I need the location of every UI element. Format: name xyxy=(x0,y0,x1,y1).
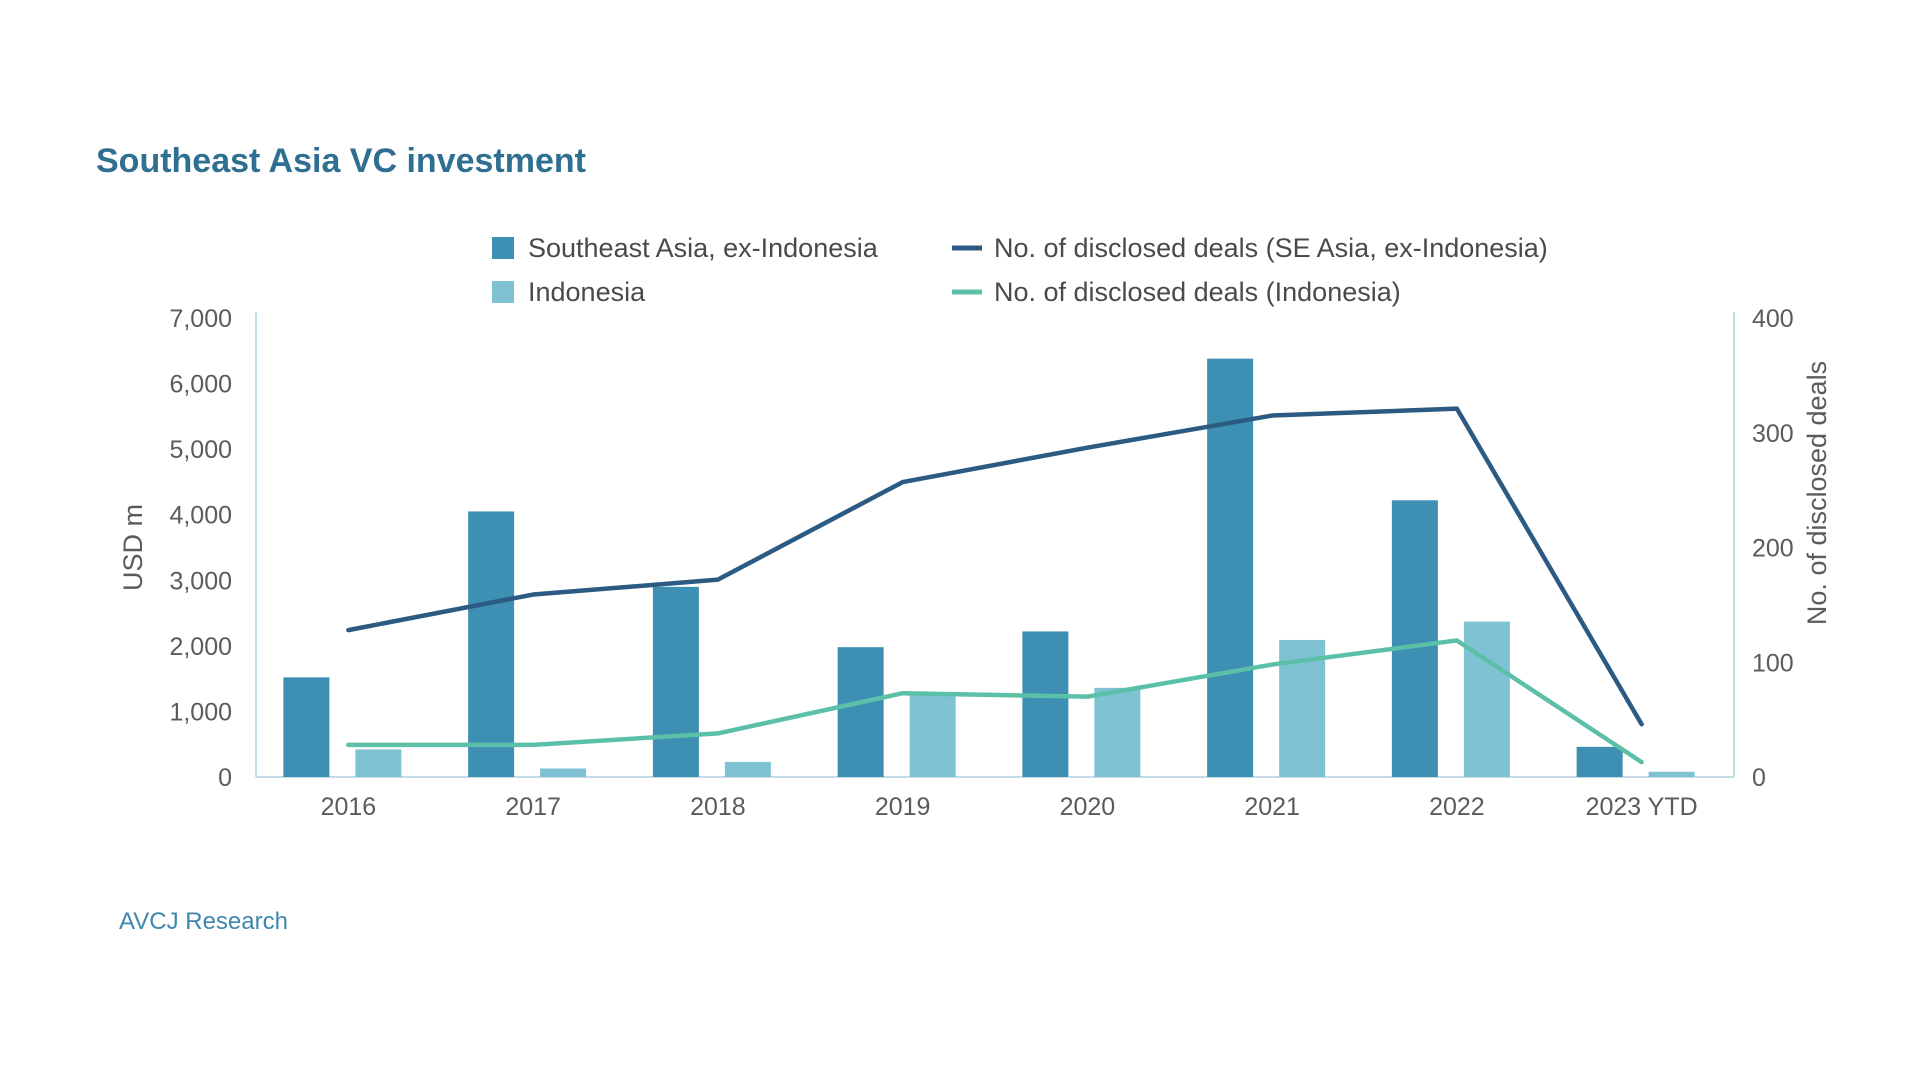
x-tick-label: 2019 xyxy=(875,793,931,821)
y-right-tick-label: 200 xyxy=(1752,535,1794,563)
bar xyxy=(1207,358,1254,777)
chart-title: Southeast Asia VC investment xyxy=(96,142,586,180)
bar xyxy=(540,768,587,777)
bar xyxy=(1094,687,1141,777)
bar xyxy=(724,761,771,777)
y-right-axis-label: No. of disclosed deals xyxy=(1802,361,1832,625)
x-tick-label: 2022 xyxy=(1429,793,1485,821)
legend: Southeast Asia, ex-Indonesia Indonesia No.… xyxy=(492,233,1548,307)
legend-label: Indonesia xyxy=(528,277,646,307)
legend-label: Southeast Asia, ex-Indonesia xyxy=(528,233,879,263)
series-line xyxy=(346,638,1644,765)
lines-layer xyxy=(346,406,1644,765)
bar xyxy=(355,749,402,777)
x-tick-label: 2018 xyxy=(690,793,746,821)
source-note: AVCJ Research xyxy=(119,908,288,935)
bar xyxy=(283,677,330,777)
y-left-tick-label: 7,000 xyxy=(169,305,232,333)
y-left-tick-label: 4,000 xyxy=(169,502,232,530)
y-left-tick-label: 2,000 xyxy=(169,633,232,661)
bars-layer xyxy=(283,358,1695,777)
y-left-tick-label: 0 xyxy=(218,764,232,792)
legend-label: No. of disclosed deals (Indonesia) xyxy=(994,277,1401,307)
legend-label: No. of disclosed deals (SE Asia, ex-Indo… xyxy=(994,233,1548,263)
y-right-tick-label: 400 xyxy=(1752,305,1794,333)
bar xyxy=(1648,771,1695,777)
bar xyxy=(468,511,515,777)
y-left-tick-label: 6,000 xyxy=(169,371,232,399)
x-tick-label: 2021 xyxy=(1244,793,1300,821)
y-right-tick-label: 300 xyxy=(1752,420,1794,448)
bar xyxy=(1391,500,1438,777)
x-tick-label: 2020 xyxy=(1060,793,1116,821)
legend-swatch xyxy=(492,281,514,303)
series-line xyxy=(346,406,1644,727)
x-tick-label: 2016 xyxy=(321,793,377,821)
y-left-tick-label: 1,000 xyxy=(169,698,232,726)
bar xyxy=(652,586,699,777)
y-left-tick-label: 5,000 xyxy=(169,436,232,464)
x-tick-label: 2017 xyxy=(505,793,561,821)
bar xyxy=(1576,746,1623,777)
legend-swatch xyxy=(492,237,514,259)
bar xyxy=(837,647,884,777)
x-tick-label: 2023 YTD xyxy=(1586,793,1698,821)
bar xyxy=(1022,631,1069,777)
chart-axes: 0 1,000 2,000 3,000 4,000 5,000 6,000 7,000 0 100… xyxy=(118,305,1832,821)
bar xyxy=(909,692,956,777)
y-right-tick-label: 0 xyxy=(1752,764,1766,792)
bar xyxy=(1463,621,1510,777)
y-left-axis-label: USD m xyxy=(118,504,148,591)
y-left-tick-label: 3,000 xyxy=(169,567,232,595)
y-right-tick-label: 100 xyxy=(1752,649,1794,677)
